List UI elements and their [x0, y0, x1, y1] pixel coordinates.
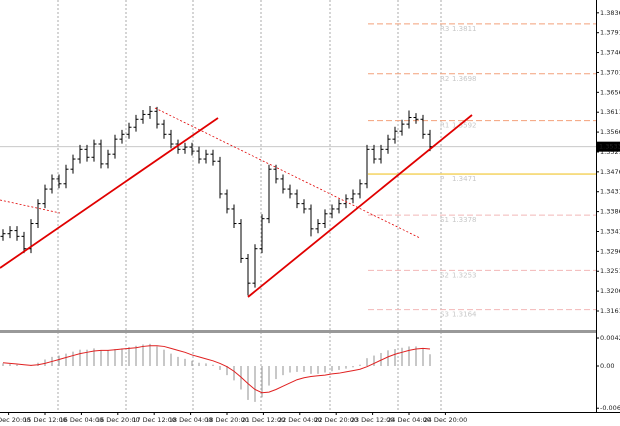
x-tick-label: 24 Dec 20:00	[424, 416, 468, 424]
x-tick-label: 22 Dec 20:00	[314, 416, 358, 424]
x-tick-label: 14 Dec 20:00	[0, 416, 30, 424]
y-tick-label: 1.3386	[600, 208, 620, 216]
level-value: 1.3592	[452, 122, 477, 130]
x-tick-label: 16 Dec 20:00	[96, 416, 140, 424]
x-tick-label: 18 Dec 20:00	[205, 416, 249, 424]
level-value: 1.3253	[452, 271, 477, 279]
x-tick-label: 16 Dec 04:00	[60, 416, 104, 424]
x-tick-label: 15 Dec 12:00	[23, 416, 67, 424]
level-value: 1.3698	[452, 75, 477, 83]
y-tick-label: 1.3566	[600, 128, 620, 136]
x-tick-label: 18 Dec 04:00	[169, 416, 213, 424]
x-tick-label: 22 Dec 04:00	[278, 416, 322, 424]
y-tick-label: -0.00647	[600, 404, 620, 412]
x-tick-label: 23 Dec 12:00	[351, 416, 395, 424]
x-tick-label: 21 Dec 12:00	[242, 416, 286, 424]
trend-line-dotted	[154, 107, 421, 239]
y-tick-label: 0.00429	[600, 334, 620, 342]
level-value: 1.3164	[452, 311, 477, 319]
level-name: R1	[440, 122, 449, 130]
level-name: R3	[440, 25, 449, 33]
trend-line	[247, 114, 473, 298]
trend-line	[0, 117, 219, 269]
level-value: 1.3811	[452, 25, 477, 33]
y-tick-label: 1.3296	[600, 247, 620, 255]
level-name: P	[440, 175, 444, 183]
level-value: 1.3471	[452, 175, 477, 183]
level-name: S1	[440, 216, 449, 224]
current-price-label: 1.3533	[599, 143, 620, 151]
y-tick-label: 1.3746	[600, 49, 620, 57]
y-tick-label: 1.3656	[600, 88, 620, 96]
y-tick-label: 1.3206	[600, 287, 620, 295]
y-tick-label: 1.3836	[600, 9, 620, 17]
x-tick-label: 17 Dec 12:00	[132, 416, 176, 424]
current-price-box	[597, 141, 620, 152]
y-tick-label: 0.00	[600, 362, 614, 370]
level-name: S2	[440, 271, 449, 279]
level-name: R2	[440, 75, 449, 83]
signal-line	[2, 345, 431, 394]
level-value: 1.3378	[452, 216, 477, 224]
level-name: S3	[440, 311, 449, 319]
y-tick-label: 1.3476	[600, 168, 620, 176]
x-tick-label: 24 Dec 04:00	[387, 416, 431, 424]
